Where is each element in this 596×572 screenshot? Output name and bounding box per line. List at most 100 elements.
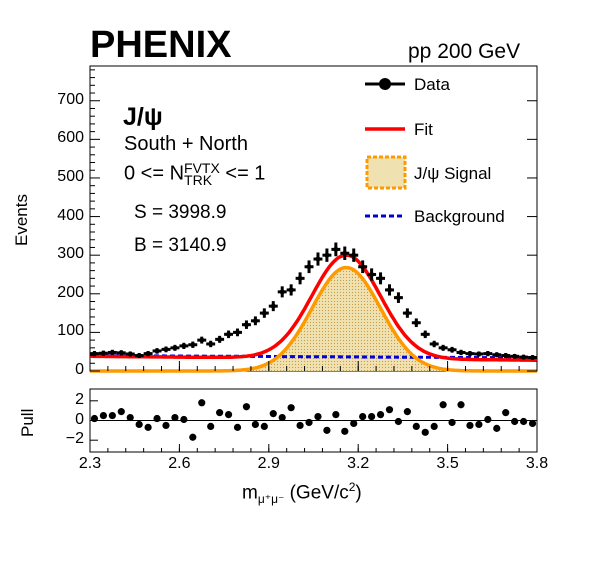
- data-point-marker: [136, 353, 142, 359]
- data-point-marker: [369, 271, 375, 277]
- pull-point: [376, 410, 385, 419]
- pull-point: [260, 422, 268, 431]
- data-point: [107, 349, 117, 356]
- pull-point: [412, 422, 420, 431]
- data-point: [465, 351, 475, 357]
- data-point: [331, 242, 341, 257]
- x-axis-label-close: ): [355, 482, 362, 504]
- data-point-marker: [109, 349, 115, 355]
- data-point-marker: [530, 354, 536, 360]
- data-point: [90, 351, 99, 357]
- pull-point: [251, 420, 259, 429]
- pull-point: [278, 413, 286, 422]
- experiment-title: PHENIX: [90, 24, 232, 66]
- data-point: [197, 336, 207, 344]
- pull-point: [305, 418, 313, 427]
- data-point: [501, 353, 511, 359]
- pull-point: [314, 412, 322, 421]
- data-point-marker: [467, 351, 473, 357]
- pull-point: [90, 414, 99, 423]
- pull-point: [153, 414, 161, 423]
- pull-point: [403, 408, 411, 416]
- data-point-marker: [324, 252, 330, 258]
- data-point-marker: [208, 341, 214, 347]
- data-point-marker: [261, 310, 267, 316]
- pull-point: [394, 417, 403, 426]
- data-point: [224, 330, 234, 339]
- y-tick-label: 700: [57, 90, 84, 108]
- legend-signal-label: J/ψ Signal: [414, 164, 492, 183]
- data-point-marker: [190, 342, 196, 348]
- x-tick-label: 2.9: [257, 455, 280, 472]
- data-point-marker: [199, 337, 205, 343]
- data-point-marker: [521, 354, 527, 360]
- pull-point: [484, 415, 492, 424]
- pull-tick-label: 0: [75, 410, 84, 428]
- y-tick-label: 200: [57, 283, 84, 301]
- data-point: [447, 346, 457, 353]
- pull-point: [350, 419, 358, 428]
- data-point: [295, 272, 305, 285]
- data-point-marker: [306, 264, 312, 270]
- y-tick-label: 400: [57, 206, 84, 224]
- y-tick-label: 0: [75, 361, 84, 378]
- data-points-layer: [90, 242, 537, 360]
- x-tick-label: 3.2: [347, 455, 370, 472]
- pull-point: [296, 421, 304, 430]
- data-point-marker: [127, 351, 133, 357]
- signal-fill-area: [90, 267, 537, 371]
- data-point-marker: [503, 353, 509, 359]
- data-point: [179, 342, 189, 350]
- pull-point: [171, 413, 179, 422]
- data-point: [125, 351, 135, 357]
- particle-label: J/ψ: [123, 103, 163, 131]
- data-point: [188, 341, 198, 348]
- data-point-marker: [100, 350, 106, 356]
- background-count-label: B = 3140.9: [134, 235, 227, 256]
- pull-point: [323, 426, 331, 434]
- data-point-marker: [118, 350, 124, 356]
- signal-curve-layer: [90, 265, 537, 373]
- arm-label: South + North: [124, 133, 248, 155]
- data-point: [367, 268, 377, 281]
- data-point: [286, 284, 296, 296]
- data-point: [233, 328, 242, 337]
- data-point-marker: [270, 303, 276, 309]
- axes-ticks-layer: [89, 69, 538, 452]
- data-point: [241, 320, 251, 329]
- data-point: [492, 352, 502, 358]
- data-point: [116, 350, 126, 356]
- pull-point: [144, 423, 152, 431]
- data-point-marker: [440, 345, 446, 351]
- pull-point: [233, 423, 242, 431]
- data-point-marker: [476, 351, 482, 357]
- pull-point: [511, 417, 519, 426]
- data-point-marker: [494, 352, 500, 358]
- legend-fit-label: Fit: [414, 120, 433, 139]
- pull-point: [332, 410, 340, 419]
- y-tick-label: 500: [57, 167, 84, 185]
- pull-points-layer: [90, 399, 537, 441]
- pull-point: [493, 424, 501, 432]
- data-point: [528, 354, 537, 360]
- pull-point: [198, 399, 206, 407]
- data-point-marker: [243, 322, 249, 328]
- x-tick-label: 2.3: [78, 455, 102, 472]
- pull-point: [224, 410, 233, 419]
- pull-point: [108, 411, 116, 420]
- pull-point: [528, 419, 537, 428]
- data-point: [411, 318, 421, 328]
- legend-background-label: Background: [414, 207, 505, 226]
- multiplicity-cut-label: 0 <= N FVTX TRK <= 1: [124, 161, 265, 187]
- data-point-marker: [217, 336, 223, 342]
- data-point: [304, 260, 314, 274]
- collision-energy-label: pp 200 GeV: [408, 40, 521, 63]
- data-point-marker: [91, 351, 97, 357]
- data-point-marker: [342, 250, 348, 256]
- data-point: [438, 344, 448, 351]
- data-point-marker: [226, 331, 232, 337]
- data-point-marker: [172, 345, 178, 351]
- data-point-marker: [512, 353, 518, 359]
- data-point-marker: [378, 275, 384, 281]
- data-point: [268, 301, 278, 312]
